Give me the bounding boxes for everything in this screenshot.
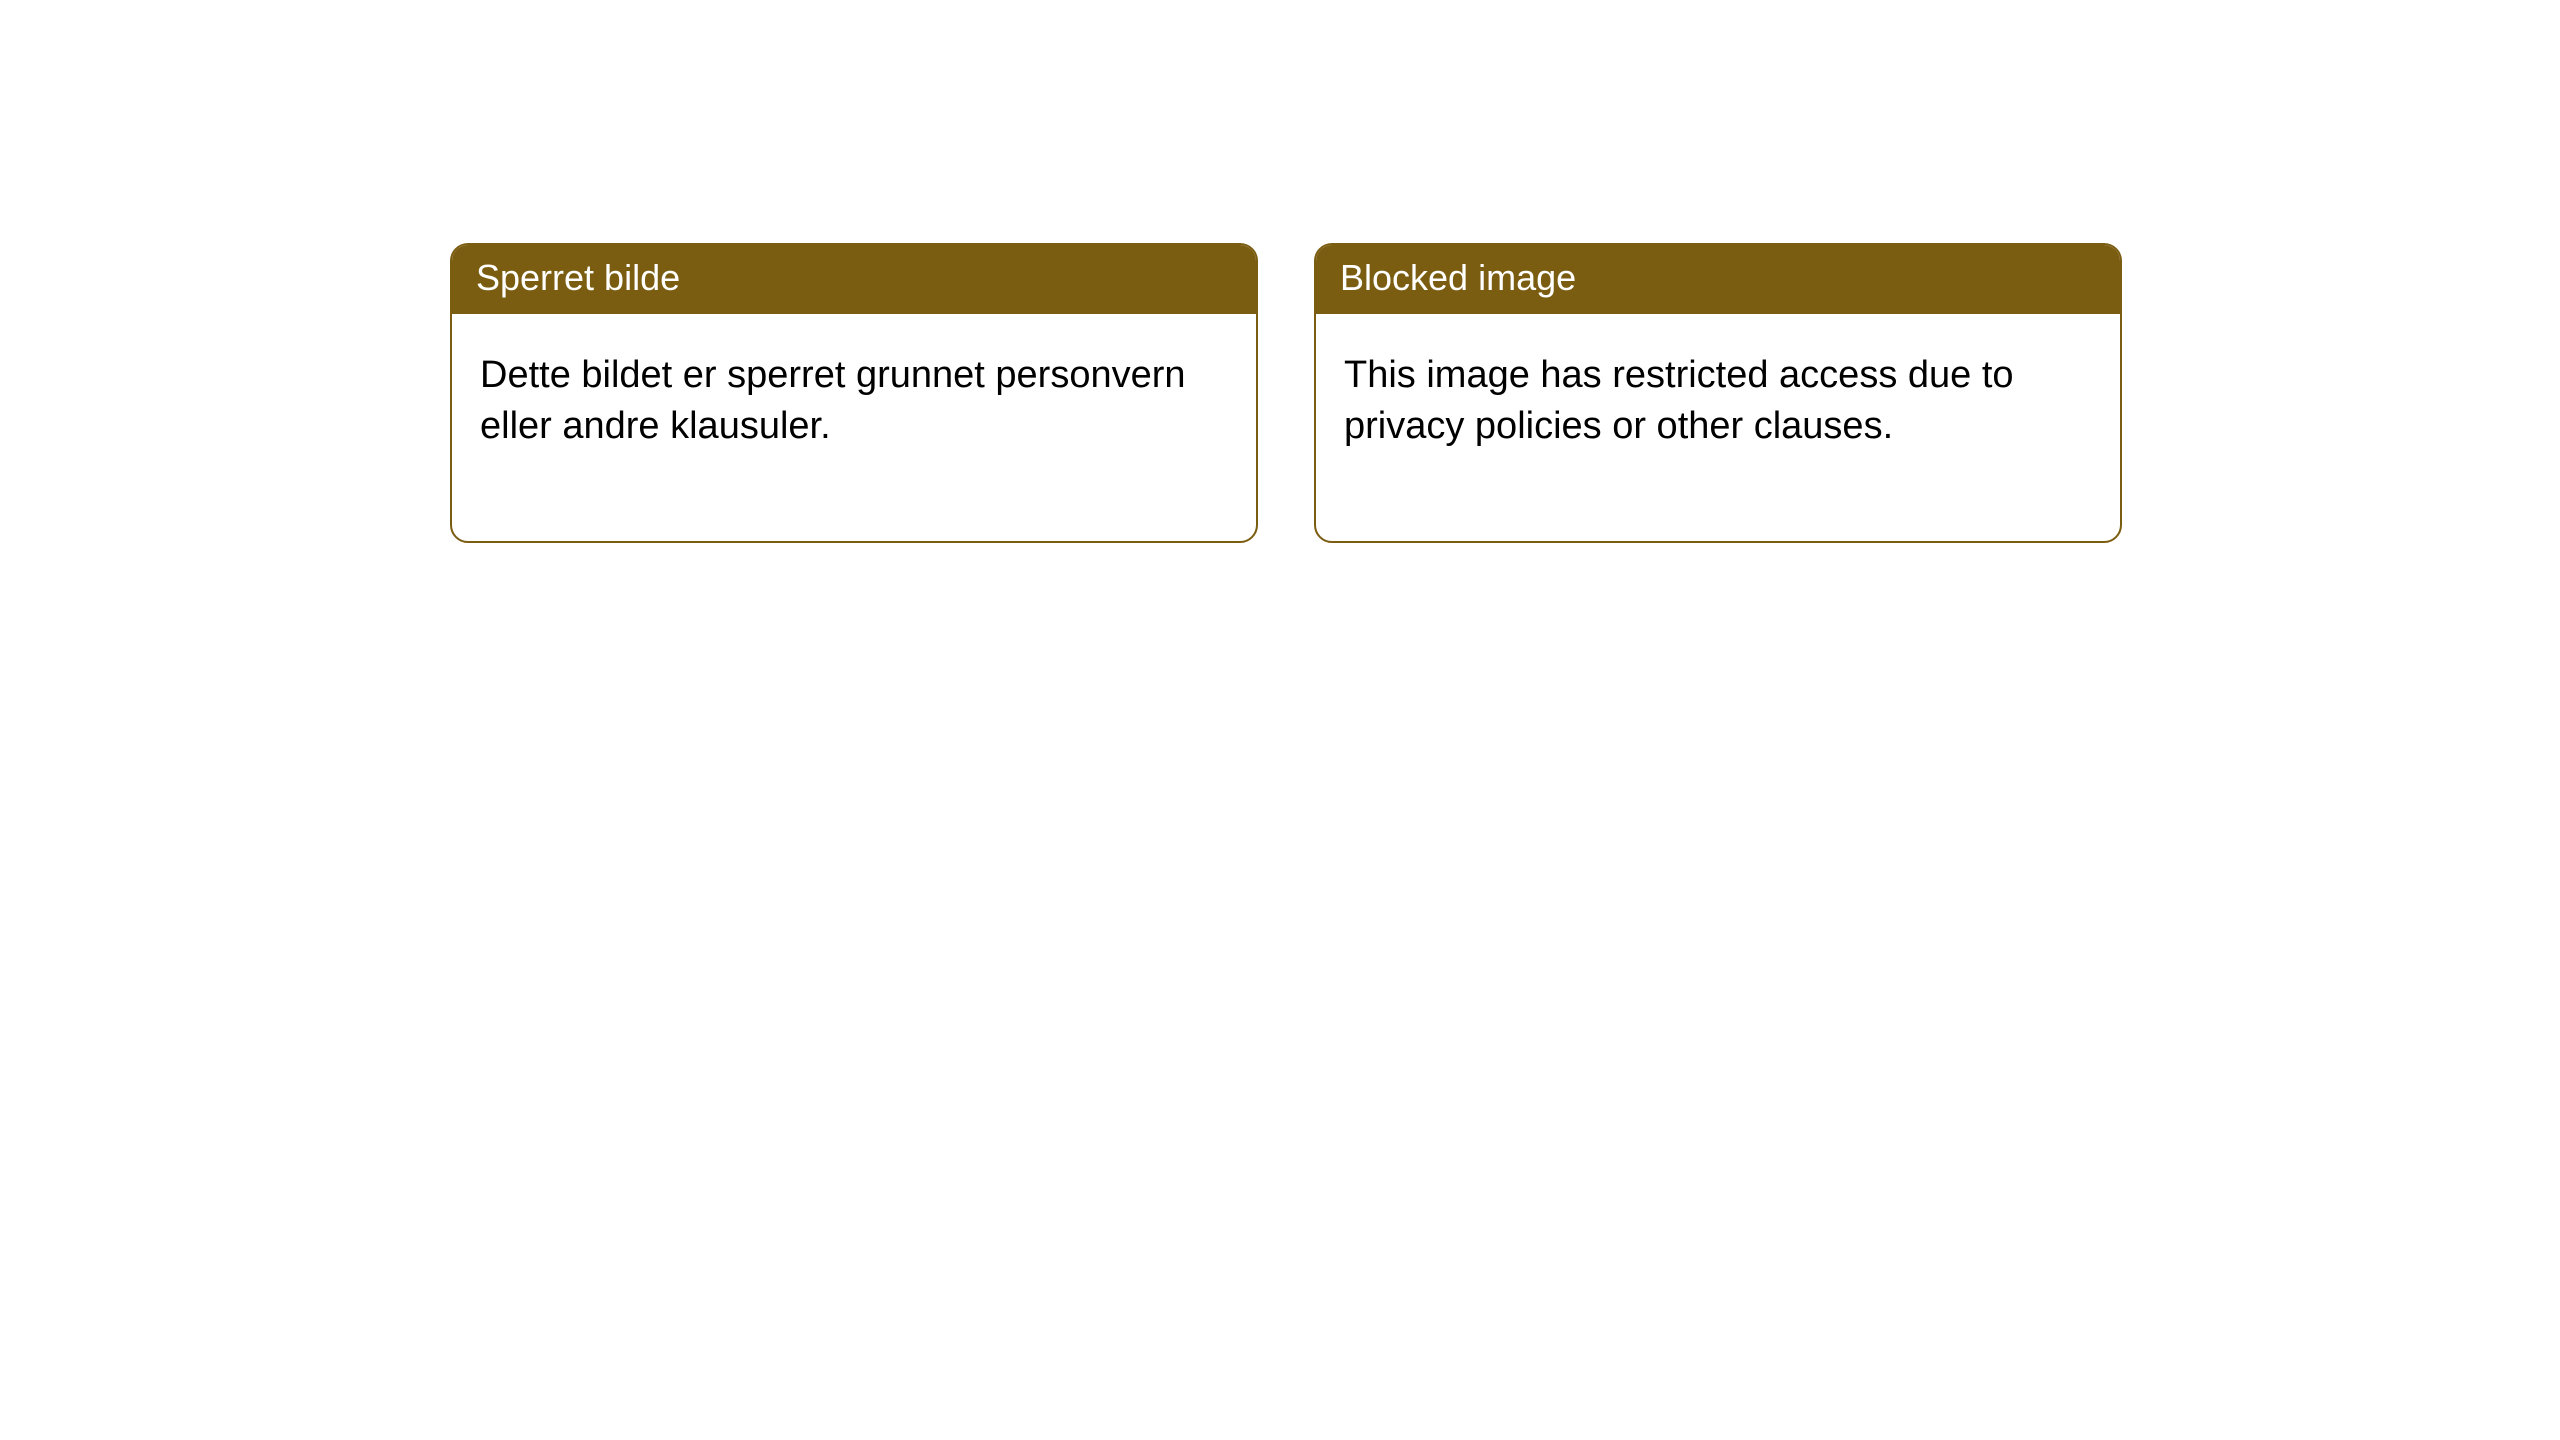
notice-title-english: Blocked image: [1316, 245, 2120, 314]
notice-body-norwegian: Dette bildet er sperret grunnet personve…: [452, 314, 1256, 541]
notice-title-norwegian: Sperret bilde: [452, 245, 1256, 314]
notice-container: Sperret bilde Dette bildet er sperret gr…: [0, 0, 2560, 543]
notice-card-english: Blocked image This image has restricted …: [1314, 243, 2122, 543]
notice-card-norwegian: Sperret bilde Dette bildet er sperret gr…: [450, 243, 1258, 543]
notice-body-english: This image has restricted access due to …: [1316, 314, 2120, 541]
